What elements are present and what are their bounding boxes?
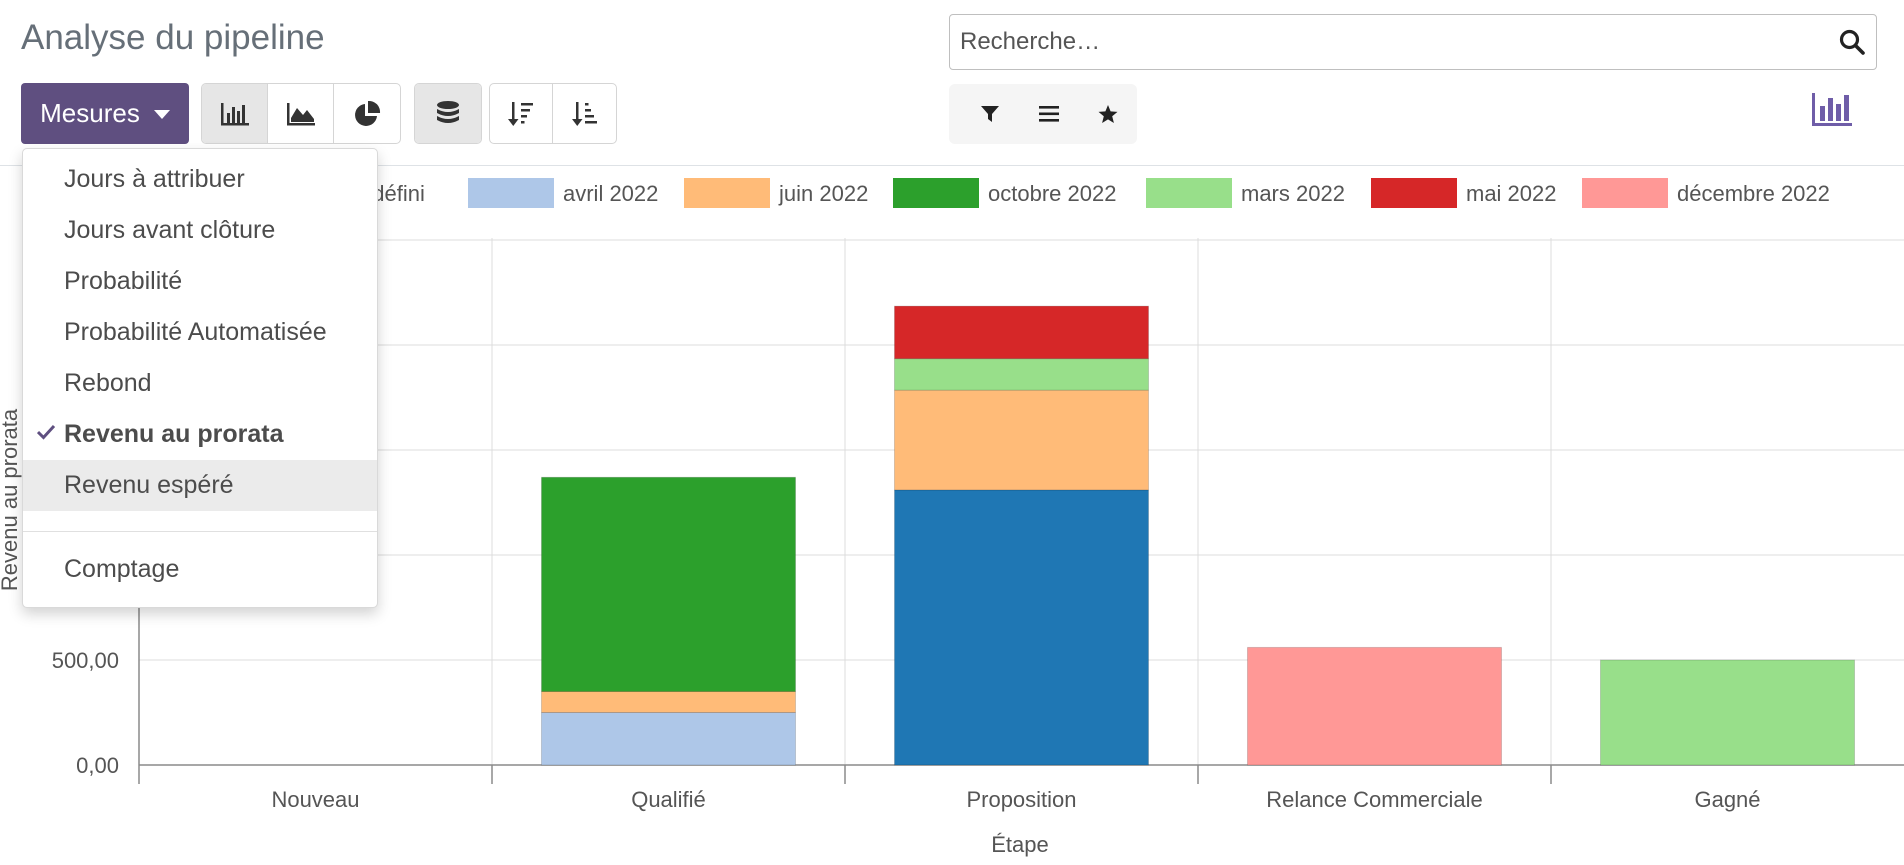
favorites-button[interactable]: [1078, 84, 1137, 144]
bar-chart-button[interactable]: [202, 84, 268, 143]
search-options-bar: [949, 84, 1137, 144]
bar-segment: [541, 691, 796, 713]
star-icon: [1098, 104, 1118, 123]
measure-item[interactable]: Probabilité: [64, 267, 183, 295]
bar-chart-icon: [1812, 93, 1852, 126]
legend-label: mars 2022: [1241, 181, 1345, 206]
database-icon: [437, 100, 459, 123]
bar-segment: [541, 476, 796, 692]
x-tick-label: Relance Commerciale: [1266, 787, 1482, 812]
sort-amount-desc-icon: [508, 101, 533, 126]
legend-label: décembre 2022: [1677, 181, 1830, 206]
x-tick-label: Gagné: [1694, 787, 1760, 812]
bar-chart-icon: [220, 102, 249, 125]
bar-segment: [1247, 646, 1502, 766]
sort-ascending-button[interactable]: [553, 84, 616, 143]
measure-item[interactable]: Probabilité Automatisée: [64, 318, 327, 346]
measure-item[interactable]: Revenu au prorata: [23, 409, 377, 460]
measure-item[interactable]: Revenu espéré: [23, 460, 377, 511]
check-icon: [37, 424, 55, 440]
y-tick-label: 500,00: [52, 648, 119, 673]
bar-segment: [894, 305, 1149, 360]
page-title: Analyse du pipeline: [21, 18, 325, 57]
bar-segment: [894, 358, 1149, 391]
measure-item[interactable]: Rebond: [64, 369, 152, 397]
line-chart-button[interactable]: [268, 84, 334, 143]
pie-chart-button[interactable]: [334, 84, 400, 143]
bar-segment: [894, 489, 1149, 766]
search-box: [949, 14, 1877, 70]
x-tick-label: Qualifié: [631, 787, 706, 812]
filter-icon: [981, 106, 1000, 122]
y-axis-title: Revenu au prorata: [0, 408, 22, 591]
measure-item-count[interactable]: Comptage: [64, 555, 180, 583]
bar-segment: [1600, 659, 1855, 766]
area-chart-icon: [286, 102, 315, 125]
sort-descending-button[interactable]: [490, 84, 553, 143]
bar-segment: [894, 389, 1149, 491]
stacked-toggle: [414, 83, 482, 144]
bar-segment: [541, 712, 796, 766]
measure-item[interactable]: Jours avant clôture: [64, 216, 276, 244]
legend-label: mai 2022: [1466, 181, 1557, 206]
x-axis-title: Étape: [991, 832, 1049, 857]
legend-label: avril 2022: [563, 181, 658, 206]
legend-label: juin 2022: [778, 181, 868, 206]
legend-label: octobre 2022: [988, 181, 1116, 206]
legend-swatch: [893, 178, 979, 208]
search-icon[interactable]: [1838, 28, 1866, 61]
measures-dropdown: Jours à attribuer Jours avant clôture Prob…: [22, 148, 378, 608]
stacked-button[interactable]: [415, 84, 481, 143]
menu-divider: [23, 531, 377, 532]
legend-swatch: [468, 178, 554, 208]
measures-button[interactable]: Mesures: [21, 83, 189, 144]
pie-chart-icon: [355, 100, 381, 126]
x-tick-label: Proposition: [966, 787, 1076, 812]
measures-label: Mesures: [40, 98, 140, 128]
legend-swatch: [1146, 178, 1232, 208]
caret-down-icon: [153, 110, 170, 119]
group-by-button[interactable]: [1020, 84, 1079, 144]
x-tick-label: Nouveau: [271, 787, 359, 812]
legend-swatch: [1582, 178, 1668, 208]
group-by-icon: [1039, 106, 1059, 122]
y-tick-label: 0,00: [76, 753, 119, 778]
legend-swatch: [1371, 178, 1457, 208]
measure-item[interactable]: Jours à attribuer: [64, 165, 245, 193]
search-input[interactable]: [960, 15, 1820, 69]
chart-type-group: [201, 83, 401, 144]
sort-amount-asc-icon: [571, 101, 597, 126]
control-panel: Analyse du pipeline Mesures: [0, 0, 1904, 166]
filters-button[interactable]: [961, 84, 1020, 144]
legend-swatch: [684, 178, 770, 208]
sort-group: [489, 83, 617, 144]
graph-view-button[interactable]: [1812, 92, 1852, 133]
